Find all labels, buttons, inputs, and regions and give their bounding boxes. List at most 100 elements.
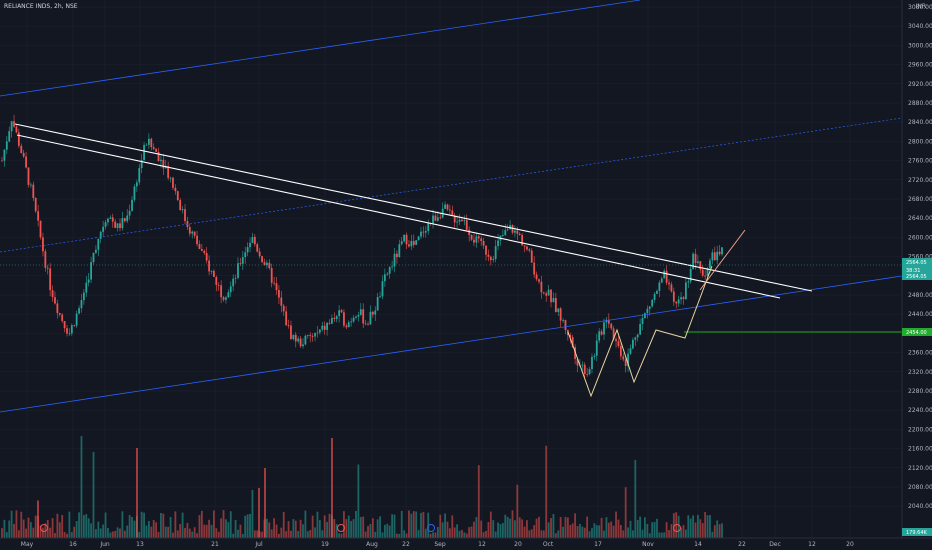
candle-body	[564, 320, 567, 330]
volume-bar	[51, 518, 54, 538]
candle-body	[292, 334, 295, 340]
trend-line-lower[interactable]	[16, 134, 781, 299]
time-tick-label: 22	[738, 541, 746, 548]
volume-bar	[198, 515, 201, 538]
candle-body	[196, 235, 198, 245]
candle-body	[629, 348, 632, 354]
projection-line[interactable]	[699, 229, 746, 291]
candle-body	[256, 244, 259, 252]
volume-bar	[268, 522, 271, 538]
candle-body	[92, 252, 95, 263]
candle-body	[482, 241, 485, 246]
volume-bar	[381, 532, 384, 538]
candle-body	[56, 303, 59, 314]
candle-body	[653, 293, 656, 300]
volume-bar	[179, 524, 182, 538]
candle-body	[410, 241, 413, 247]
time-tick-label: May	[21, 541, 34, 548]
volume-bar	[138, 531, 141, 538]
candle-body	[265, 262, 268, 266]
volume-bar	[225, 519, 227, 538]
candle-body	[44, 251, 47, 268]
volume-bar	[574, 513, 577, 538]
volume-bar	[140, 511, 143, 538]
candle-body	[501, 235, 504, 237]
volume-bar	[92, 451, 95, 538]
candle-body	[692, 253, 695, 269]
candle-body	[302, 344, 304, 347]
candle-body	[155, 148, 158, 152]
price-tick-label: 2800.00	[908, 138, 932, 145]
channel-lower-line[interactable]	[0, 275, 903, 413]
volume-bar	[400, 510, 403, 538]
volume-bar	[371, 518, 374, 538]
volume-bar	[477, 465, 480, 538]
time-tick-label: 14	[694, 541, 702, 548]
price-tick-label: 2040.00	[908, 503, 932, 510]
channel-upper-line[interactable]	[0, 0, 641, 97]
event-markers	[40, 524, 681, 532]
candle-body	[352, 317, 355, 322]
price-axis[interactable]: 3080.00 3040.00 3000.00 2960.00 2920.00 2880.…	[908, 4, 932, 510]
candle-body	[569, 335, 572, 338]
trend-line-upper[interactable]	[14, 123, 813, 292]
candle-body	[393, 253, 396, 267]
candle-body	[516, 230, 519, 234]
volume-bar	[487, 522, 490, 538]
candle-body	[648, 306, 651, 309]
candle-body	[663, 270, 666, 279]
double-bottom-pattern[interactable]	[567, 265, 713, 398]
volume-bar	[352, 519, 355, 538]
volume-bar	[220, 518, 223, 538]
candle-body	[304, 335, 307, 345]
candle-body	[453, 215, 456, 223]
time-axis[interactable]: May 16 Jun 13 21 Jul 19 Aug 22 Sep 12 20 Oct 17 Nov 14 2…	[21, 541, 854, 548]
candle-body	[70, 325, 73, 334]
volume-bar	[345, 519, 348, 538]
candle-body	[215, 276, 218, 285]
event-marker-icon[interactable]	[337, 524, 345, 532]
volume-bar	[658, 532, 661, 538]
price-tick-label: 2200.00	[908, 426, 932, 433]
candle-body	[436, 217, 439, 221]
candle-body	[102, 226, 105, 232]
candle-body	[420, 231, 422, 237]
volume-bar	[465, 533, 468, 538]
candle-body	[290, 325, 292, 340]
candle-body	[49, 268, 52, 291]
candle-body	[591, 356, 593, 370]
volume-bar	[607, 522, 610, 538]
volume-bar	[241, 533, 244, 538]
candle-body	[128, 210, 131, 216]
event-marker-icon[interactable]	[40, 524, 48, 532]
volume-bar	[576, 526, 579, 538]
volume-bar	[489, 511, 492, 538]
candle-body	[58, 313, 61, 315]
volume-bar	[200, 510, 203, 538]
candle-body	[588, 369, 591, 375]
price-tick-label: 2760.00	[908, 158, 932, 165]
volume-badge	[902, 528, 932, 536]
candle-body	[340, 310, 343, 313]
symbol-title[interactable]: RELIANCE INDS, 2h, NSE	[4, 3, 78, 10]
volume-bar	[680, 527, 682, 538]
candle-body	[598, 331, 601, 341]
event-marker-icon[interactable]	[427, 524, 435, 532]
candle-body	[461, 219, 463, 222]
volume-bar	[234, 520, 237, 538]
candle-body	[542, 292, 545, 294]
volume-bar	[321, 530, 324, 538]
price-tick-label: 3000.00	[908, 42, 932, 49]
volume-bar	[504, 514, 507, 538]
volume-bar	[22, 519, 25, 538]
volume-bar	[17, 530, 20, 538]
event-marker-icon[interactable]	[673, 524, 681, 532]
volume-bar	[10, 510, 13, 538]
candle-body	[66, 328, 68, 334]
volume-bar	[533, 525, 536, 538]
candle-body	[85, 282, 88, 293]
candle-body	[268, 262, 271, 269]
volume-bar	[299, 519, 302, 538]
candle-body	[535, 274, 538, 280]
